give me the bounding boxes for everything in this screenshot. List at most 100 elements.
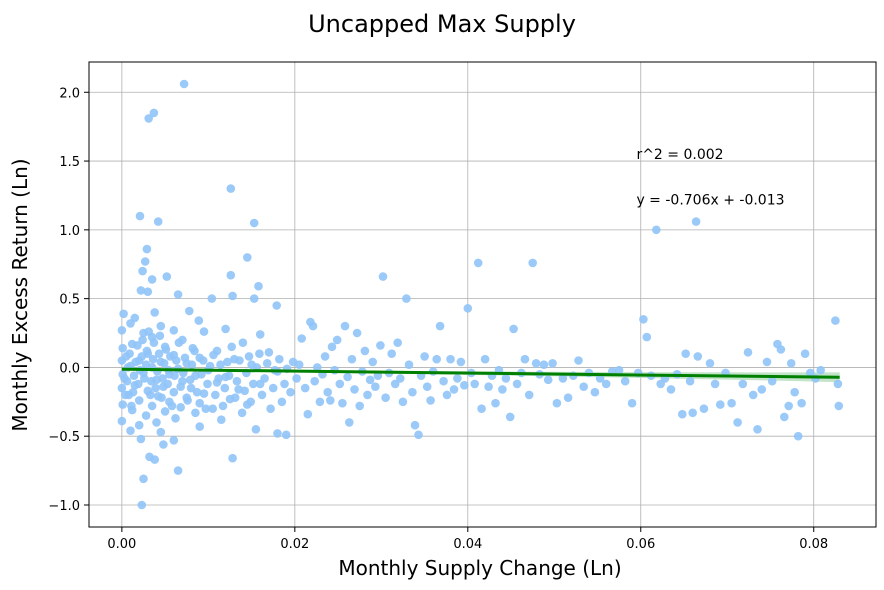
data-point-99	[159, 440, 168, 449]
data-point-189	[277, 397, 287, 407]
data-point-126	[140, 374, 149, 383]
data-point-138	[157, 393, 166, 403]
data-point-196	[297, 334, 307, 343]
data-point-28	[156, 321, 166, 331]
data-point-295	[642, 332, 652, 342]
data-point-175	[240, 386, 249, 396]
data-point-271	[520, 354, 530, 364]
data-point-133	[149, 338, 159, 348]
data-point-194	[292, 374, 301, 383]
data-point-148	[174, 338, 184, 348]
data-point-160	[203, 379, 212, 389]
data-point-307	[693, 352, 703, 361]
data-point-210	[332, 335, 342, 345]
data-point-284	[579, 382, 588, 392]
data-point-87	[171, 414, 180, 423]
data-point-158	[198, 356, 208, 365]
data-point-141	[161, 345, 171, 354]
data-point-8	[243, 253, 252, 262]
data-point-0	[179, 79, 189, 89]
data-point-236	[402, 294, 411, 303]
data-point-7	[142, 244, 152, 254]
data-point-21	[272, 301, 282, 310]
data-point-316	[743, 348, 753, 357]
data-point-278	[548, 359, 557, 368]
data-point-125	[138, 335, 147, 345]
data-point-17	[173, 290, 183, 299]
data-point-3	[226, 184, 236, 193]
grid-lines	[89, 62, 876, 527]
regression-line	[121, 367, 840, 379]
data-point-254	[460, 381, 469, 390]
data-point-23	[150, 308, 159, 317]
data-point-327	[790, 387, 799, 397]
data-point-273	[528, 258, 537, 268]
data-point-106	[117, 416, 127, 426]
data-point-231	[387, 349, 397, 359]
data-point-136	[154, 349, 164, 359]
data-point-5	[153, 217, 163, 226]
chart-title: Uncapped Max Supply	[308, 10, 576, 38]
data-point-292	[627, 398, 637, 408]
data-point-225	[371, 382, 380, 392]
data-point-154	[187, 360, 197, 370]
data-point-129	[144, 327, 153, 336]
data-point-151	[180, 353, 190, 363]
annotations: r^2 = 0.002 y = -0.706x + -0.013	[636, 147, 784, 208]
data-point-2	[144, 114, 153, 123]
data-point-27	[126, 319, 135, 328]
data-point-237	[404, 360, 414, 370]
data-point-142	[163, 379, 172, 389]
data-point-155	[190, 346, 199, 356]
data-point-67	[186, 383, 196, 393]
data-point-238	[408, 387, 417, 397]
data-point-247	[435, 321, 445, 331]
data-point-297	[652, 225, 661, 235]
plot-area-frame	[88, 61, 877, 528]
x-tick-label-4: 0.08	[799, 537, 828, 552]
data-point-76	[134, 396, 144, 405]
data-point-290	[614, 365, 624, 375]
data-point-239	[410, 420, 420, 430]
y-tick-label-3: 0.5	[59, 293, 80, 308]
data-point-242	[420, 352, 429, 361]
data-point-287	[595, 374, 605, 383]
data-point-323	[776, 345, 786, 354]
data-point-172	[232, 376, 242, 386]
data-point-179	[249, 379, 258, 389]
data-point-279	[552, 398, 562, 408]
data-point-98	[169, 436, 179, 445]
data-point-244	[426, 396, 435, 405]
data-point-311	[716, 400, 725, 409]
data-point-314	[733, 418, 742, 427]
data-point-33	[255, 330, 265, 339]
data-point-294	[639, 315, 648, 324]
data-point-174	[237, 408, 247, 418]
data-point-127	[141, 360, 151, 370]
data-point-288	[601, 379, 611, 389]
data-point-181	[255, 349, 264, 359]
data-point-105	[137, 500, 147, 510]
data-point-145	[167, 401, 177, 411]
data-point-112	[117, 326, 127, 335]
data-point-173	[235, 356, 244, 365]
data-point-114	[122, 376, 132, 386]
data-point-134	[151, 383, 160, 393]
data-point-313	[727, 398, 736, 408]
data-point-207	[326, 396, 335, 405]
data-point-276	[539, 360, 549, 370]
data-point-26	[194, 316, 204, 325]
data-point-309	[705, 359, 715, 368]
data-point-208	[327, 342, 337, 352]
y-tick-label-2: 0.0	[59, 361, 80, 376]
data-point-165	[216, 360, 225, 370]
y-tick-label-4: 1.0	[59, 224, 80, 239]
data-point-132	[148, 354, 158, 364]
data-point-267	[505, 412, 515, 422]
data-point-325	[784, 401, 793, 411]
data-point-171	[230, 393, 240, 403]
data-point-170	[227, 342, 236, 352]
data-point-228	[378, 272, 388, 281]
x-axis-ticks: 0.00 0.02 0.04 0.06 0.08	[107, 527, 828, 552]
